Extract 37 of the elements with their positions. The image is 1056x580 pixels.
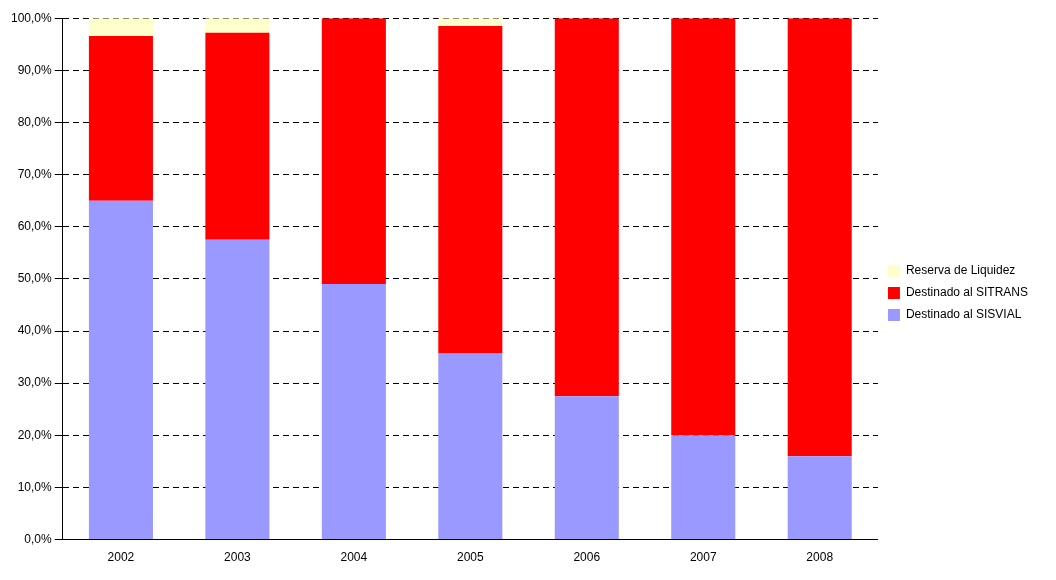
bar	[321, 284, 386, 540]
bar	[88, 35, 153, 201]
x-tick-label: 2005	[456, 550, 484, 565]
y-tick-label: 90,0%	[17, 62, 53, 77]
bar	[787, 18, 852, 457]
y-tick-label: 0,0%	[24, 531, 53, 546]
x-tick-label: 2002	[107, 550, 135, 565]
bar	[205, 18, 270, 33]
bar	[321, 18, 386, 285]
bar	[671, 435, 736, 540]
bar	[438, 353, 503, 540]
bar	[205, 32, 270, 240]
y-tick-label: 30,0%	[17, 375, 53, 390]
y-tick-label: 10,0%	[17, 479, 53, 494]
legend-label: Destinado al SISVIAL	[905, 307, 1022, 322]
bar	[671, 18, 736, 436]
y-tick-label: 50,0%	[17, 271, 53, 286]
legend-label: Reserva de Liquidez	[905, 263, 1016, 278]
y-tick-label: 60,0%	[17, 219, 53, 234]
x-tick-label: 2008	[806, 550, 834, 565]
legend-label: Destinado al SITRANS	[905, 285, 1029, 300]
x-tick-label: 2006	[573, 550, 601, 565]
bar	[205, 239, 270, 540]
y-tick-label: 20,0%	[17, 427, 53, 442]
bar	[554, 396, 619, 540]
x-tick-label: 2004	[340, 550, 368, 565]
bar	[88, 18, 153, 36]
bar	[88, 200, 153, 540]
bar	[554, 18, 619, 397]
bar	[787, 456, 852, 540]
y-tick-label: 40,0%	[17, 323, 53, 338]
y-tick-label: 80,0%	[17, 114, 53, 129]
y-tick-label: 70,0%	[17, 166, 53, 181]
bar	[438, 26, 503, 354]
x-tick-label: 2003	[224, 550, 252, 565]
y-tick-label: 100,0%	[11, 10, 53, 25]
x-tick-label: 2007	[689, 550, 717, 565]
